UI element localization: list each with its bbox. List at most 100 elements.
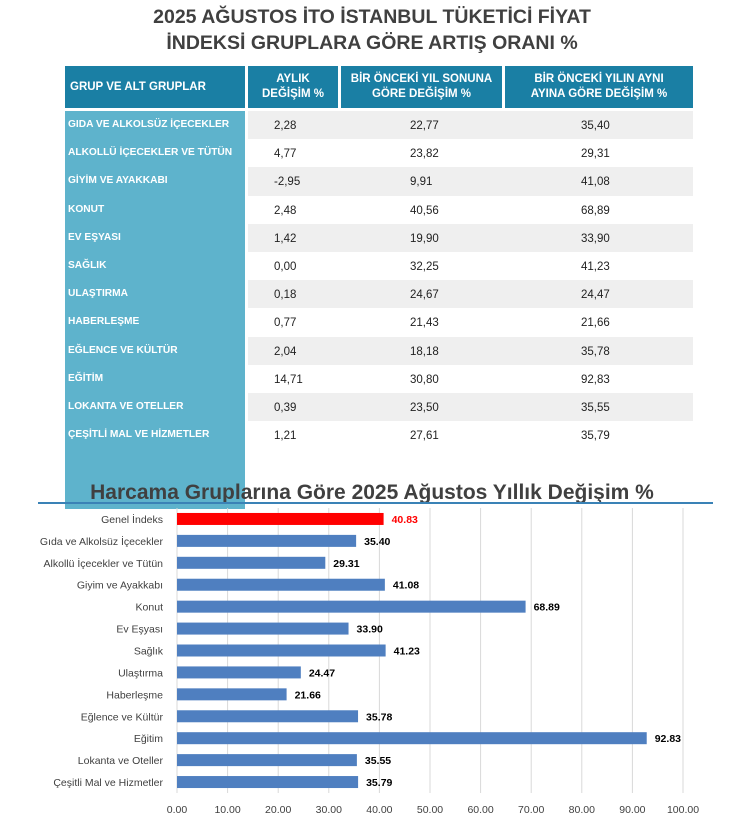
cell-ytd: 30,80 <box>410 373 439 386</box>
x-tick-label: 90.00 <box>619 804 645 816</box>
data-label: 35.78 <box>366 711 392 723</box>
category-label: Giyim ve Ayakkabı <box>77 580 163 592</box>
cell-yoy: 21,66 <box>581 317 610 330</box>
category-label: Ulaştırma <box>118 667 163 679</box>
category-label: Konut <box>136 602 164 614</box>
table-row <box>248 421 693 449</box>
cell-monthly: 1,21 <box>274 430 297 443</box>
x-tick-label: 70.00 <box>518 804 544 816</box>
row-group-label: SAĞLIK <box>68 260 107 271</box>
table-row <box>248 111 693 140</box>
data-label: 35.40 <box>364 536 390 548</box>
category-label: Gıda ve Alkolsüz İçecekler <box>40 535 164 548</box>
row-group-label: EV EŞYASI <box>68 231 121 243</box>
category-label: Çeşitli Mal ve Hizmetler <box>53 777 163 789</box>
table-header-3: BİR ÖNCEKİ YILIN AYNI AYINA GÖRE DEĞİŞİM… <box>505 66 693 108</box>
table-row <box>248 139 693 167</box>
x-tick-label: 60.00 <box>467 804 493 816</box>
cell-yoy: 68,89 <box>581 204 610 217</box>
cell-monthly: 0,18 <box>274 289 297 302</box>
table-row <box>248 252 693 280</box>
cell-yoy: 41,08 <box>581 176 610 189</box>
bar <box>177 600 526 613</box>
cell-monthly: 2,04 <box>274 345 297 358</box>
data-label: 35.79 <box>366 777 392 789</box>
table-row <box>248 223 693 252</box>
x-tick-label: 100.00 <box>667 804 699 816</box>
x-tick-label: 40.00 <box>366 804 392 816</box>
data-label: 92.83 <box>655 733 681 745</box>
table-row <box>248 308 693 336</box>
table-row <box>248 167 693 196</box>
bar <box>177 710 359 723</box>
cell-ytd: 27,61 <box>410 430 439 443</box>
cell-yoy: 35,79 <box>581 430 610 443</box>
x-tick-label: 50.00 <box>417 804 443 816</box>
cell-monthly: 0,39 <box>274 402 297 414</box>
cell-yoy: 35,55 <box>581 402 610 414</box>
cell-ytd: 40,56 <box>410 204 439 217</box>
row-group-label: GİYİM VE AYAKKABI <box>68 175 168 187</box>
cell-monthly: -2,95 <box>274 176 301 189</box>
bar <box>177 622 349 635</box>
bar-chart: 0.00 10.00 20.00 30.00 40.00 50.00 60.00 70.00 8… <box>40 508 699 816</box>
cell-ytd: 23,82 <box>410 148 439 161</box>
category-label: Genel İndeks <box>101 513 163 526</box>
x-tick-label: 10.00 <box>214 804 240 816</box>
inflation-table: GRUP VE ALT GRUPLAR AYLIK DEĞİŞİM % BİR ÖN… <box>65 66 693 509</box>
data-label: 24.47 <box>309 667 335 679</box>
row-group-label: KONUT <box>68 203 105 215</box>
category-label: Alkollü İçecekler ve Tütün <box>44 557 164 570</box>
cell-ytd: 19,90 <box>410 232 439 245</box>
row-group-label: ÇEŞİTLİ MAL VE HİZMETLER <box>68 429 210 441</box>
table-row <box>248 365 693 393</box>
cell-monthly: 2,48 <box>274 204 297 217</box>
bar <box>177 578 385 591</box>
cell-yoy: 33,90 <box>581 232 610 245</box>
data-label: 68.89 <box>534 602 560 614</box>
category-label: Haberleşme <box>106 689 163 701</box>
cell-monthly: 0,77 <box>274 317 297 330</box>
row-group-label: ULAŞTIRMA <box>68 288 128 300</box>
data-label: 41.23 <box>394 646 420 658</box>
bar <box>177 688 287 701</box>
data-label: 40.83 <box>392 514 418 526</box>
page-subtitle: İNDEKSİ GRUPLARA GÖRE ARTIŞ ORANI % <box>166 32 578 54</box>
bar <box>177 666 301 679</box>
cell-yoy: 35,40 <box>581 120 610 132</box>
data-label: 35.55 <box>365 755 391 767</box>
cell-yoy: 41,23 <box>581 261 610 273</box>
cell-ytd: 24,67 <box>410 289 439 302</box>
row-group-label: GIDA VE ALKOLSÜZ İÇECEKLER <box>68 119 230 130</box>
cell-ytd: 18,18 <box>410 345 439 358</box>
table-row <box>248 196 693 224</box>
x-tick-label: 80.00 <box>569 804 595 816</box>
row-group-label: EĞLENCE VE KÜLTÜR <box>68 344 178 356</box>
bar <box>177 556 326 569</box>
chart-title-rule <box>38 502 713 504</box>
cell-yoy: 35,78 <box>581 345 610 358</box>
cell-ytd: 22,77 <box>410 120 439 132</box>
table-row <box>248 336 693 365</box>
chart-title: Harcama Gruplarına Göre 2025 Ağustos Yıl… <box>90 481 654 504</box>
cell-monthly: 14,71 <box>274 373 303 386</box>
cell-monthly: 4,77 <box>274 148 297 161</box>
x-tick-label: 0.00 <box>167 804 188 816</box>
group-column-background <box>65 111 245 509</box>
category-label: Lokanta ve Oteller <box>78 755 164 767</box>
cell-yoy: 29,31 <box>581 148 610 161</box>
data-label: 29.31 <box>333 558 359 570</box>
bar <box>177 732 647 745</box>
bar-highlight <box>177 512 384 525</box>
row-group-label: HABERLEŞME <box>68 316 140 328</box>
table-header-2: BİR ÖNCEKİ YIL SONUNA GÖRE DEĞİŞİM % <box>341 66 502 108</box>
data-label: 41.08 <box>393 580 419 592</box>
page-title: 2025 AĞUSTOS İTO İSTANBUL TÜKETİCİ FİYAT <box>153 6 591 28</box>
table-row <box>248 280 693 309</box>
bar <box>177 754 357 767</box>
cell-ytd: 32,25 <box>410 261 439 273</box>
cell-monthly: 1,42 <box>274 232 297 245</box>
row-group-label: EĞİTİM <box>68 372 104 384</box>
table-row <box>248 393 693 422</box>
bar <box>177 644 386 657</box>
